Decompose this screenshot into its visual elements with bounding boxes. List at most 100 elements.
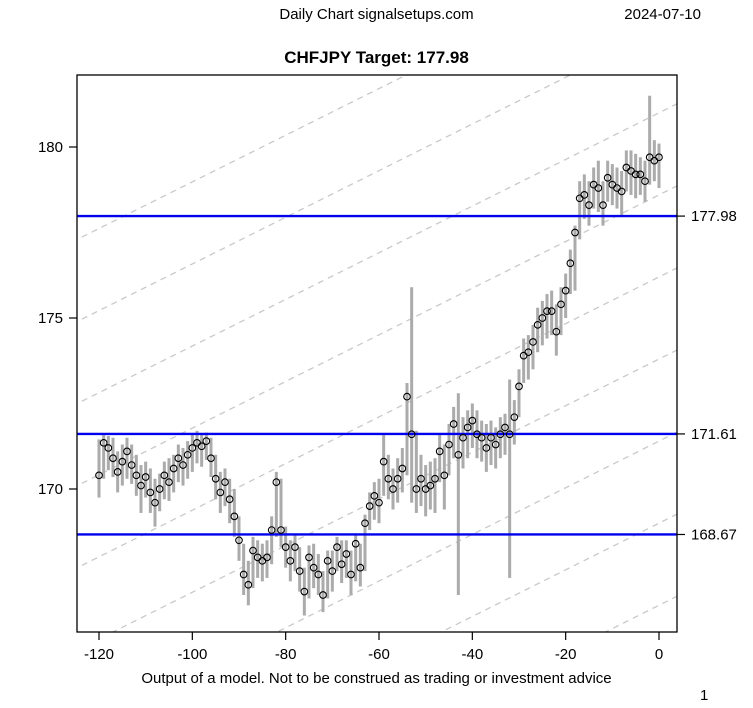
plot-border [76,74,678,633]
close-marker [230,512,239,521]
price-range-bar [484,424,488,472]
close-marker [337,560,346,569]
price-range-bar [270,516,274,565]
price-range-bar [363,514,367,572]
price-range-bar [372,482,376,520]
header-title: Daily Chart signalsetups.com [279,6,474,23]
close-marker [496,430,505,439]
price-range-bar [629,150,633,195]
price-range-bar [116,451,120,493]
price-range-bar [643,160,647,202]
close-marker [169,464,178,473]
price-range-bar [568,249,572,295]
close-marker [543,307,551,316]
close-marker [221,478,229,487]
level-label: 168.67 [691,526,737,543]
close-marker [123,447,131,456]
close-marker [510,413,519,422]
price-range-bar [256,540,260,578]
close-marker [235,536,243,545]
price-range-bar [424,465,428,517]
price-range-bar [186,441,190,479]
price-range-bar [554,304,558,356]
close-marker [109,454,117,463]
price-range-bar [172,454,176,493]
price-range-bar [237,516,241,561]
x-axis-tick-label: -60 [368,646,390,663]
level-label: 171.61 [691,426,737,443]
close-marker [137,481,145,490]
price-range-bar [190,434,194,472]
close-marker [459,433,467,442]
x-axis-tick-label: -100 [177,646,207,663]
close-marker [407,430,416,439]
close-marker [207,454,215,463]
price-range-bar [260,543,264,582]
close-marker [155,485,164,493]
price-range-bar [433,458,437,513]
x-axis-tick-label: -40 [461,646,483,663]
close-marker [146,488,155,497]
price-range-bar [358,543,362,587]
channel-lines-group [77,75,677,632]
price-range-bar [601,181,605,226]
price-range-bar [442,444,446,510]
price-range-bar [204,432,208,460]
chart-title: CHFJPY Target: 177.98 [284,48,469,67]
price-range-bar [489,420,493,466]
price-range-bar [167,458,171,501]
close-marker [533,320,542,329]
price-range-bar [578,181,582,240]
close-marker [389,485,397,493]
price-range-bar [452,406,456,459]
close-marker [188,444,197,452]
price-range-bar [209,437,213,478]
close-marker [333,543,341,551]
price-range-bar [564,273,568,318]
price-range-bar [400,447,404,493]
price-range-bar [335,536,339,572]
close-marker [179,461,187,469]
close-marker [552,327,561,336]
close-marker [501,423,509,432]
close-marker [571,228,579,237]
close-marker [356,563,365,572]
close-marker [174,454,183,463]
price-range-bar [620,170,624,216]
close-marker [599,201,607,209]
price-range-bar [134,454,138,496]
price-range-bar [330,550,334,592]
close-marker [183,450,192,459]
price-range-bar [638,157,642,195]
close-marker [342,550,351,558]
close-marker [244,580,253,589]
y-axis-tick-label: 175 [38,310,63,327]
price-range-bar [456,393,460,596]
close-marker [463,423,472,432]
price-range-bar [144,461,148,498]
close-marker [365,502,374,510]
level-label: 177.98 [691,208,737,225]
price-range-bar [223,468,227,507]
close-marker [141,473,150,481]
price-range-bar [461,417,465,469]
close-marker [286,556,295,565]
price-range-bar [218,471,222,513]
close-marker [454,450,463,459]
close-marker [314,570,323,579]
close-marker [561,286,570,295]
price-range-bar [657,143,661,189]
price-range-bar [340,540,344,584]
price-range-bar [307,545,311,599]
price-range-bar [634,153,638,199]
close-marker [272,478,281,487]
channel-dashed-line-4 [77,267,677,569]
price-range-bar [587,181,591,226]
close-marker [113,468,122,476]
price-range-bar [428,461,432,510]
channel-dashed-line-0 [77,75,408,241]
price-range-bar [512,400,516,445]
price-range-bar [288,540,292,582]
price-range-bar [153,478,157,527]
